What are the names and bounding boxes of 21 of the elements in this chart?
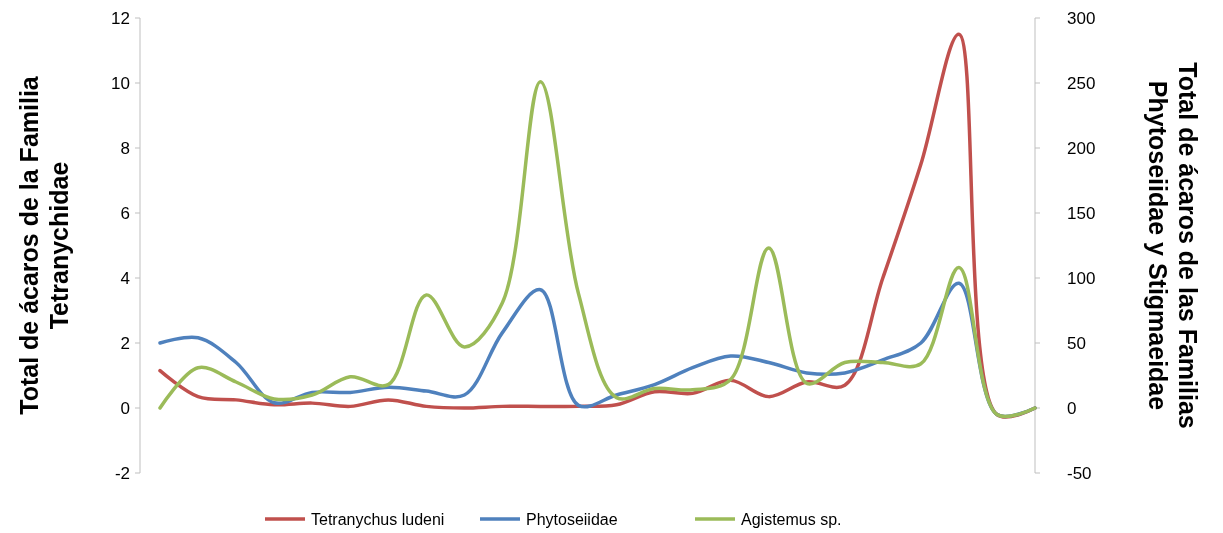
y-tick-label: 2 (120, 333, 130, 353)
y-tick-label: 0 (120, 398, 130, 418)
y2-tick-label: 200 (1067, 138, 1096, 158)
y-tick-label: 8 (120, 138, 130, 158)
y2-tick-label: 250 (1067, 73, 1096, 93)
y-tick-label: 10 (111, 73, 130, 93)
y-tick-label: 12 (111, 8, 130, 28)
y-tick-label: 6 (120, 203, 130, 223)
y2-tick-label: 150 (1067, 203, 1096, 223)
y2-tick-label: -50 (1067, 463, 1092, 483)
legend-label: Agistemus sp. (741, 510, 842, 528)
y-tick-label: 4 (120, 268, 130, 288)
y-tick-label: -2 (114, 463, 130, 483)
legend-label: Tetranychus ludeni (311, 510, 445, 528)
y-axis-title: Total de ácaros de la Familia Tetranychidae (15, 75, 73, 415)
y2-axis-title: Total de ácaros de las Familias Phytoseiidae y Stigmaeidae (1144, 62, 1202, 429)
y2-tick-label: 300 (1067, 8, 1096, 28)
legend-label: Phytoseiidae (526, 510, 618, 528)
y2-tick-label: 50 (1067, 333, 1086, 353)
y2-tick-label: 0 (1067, 398, 1077, 418)
y2-tick-label: 100 (1067, 268, 1096, 288)
